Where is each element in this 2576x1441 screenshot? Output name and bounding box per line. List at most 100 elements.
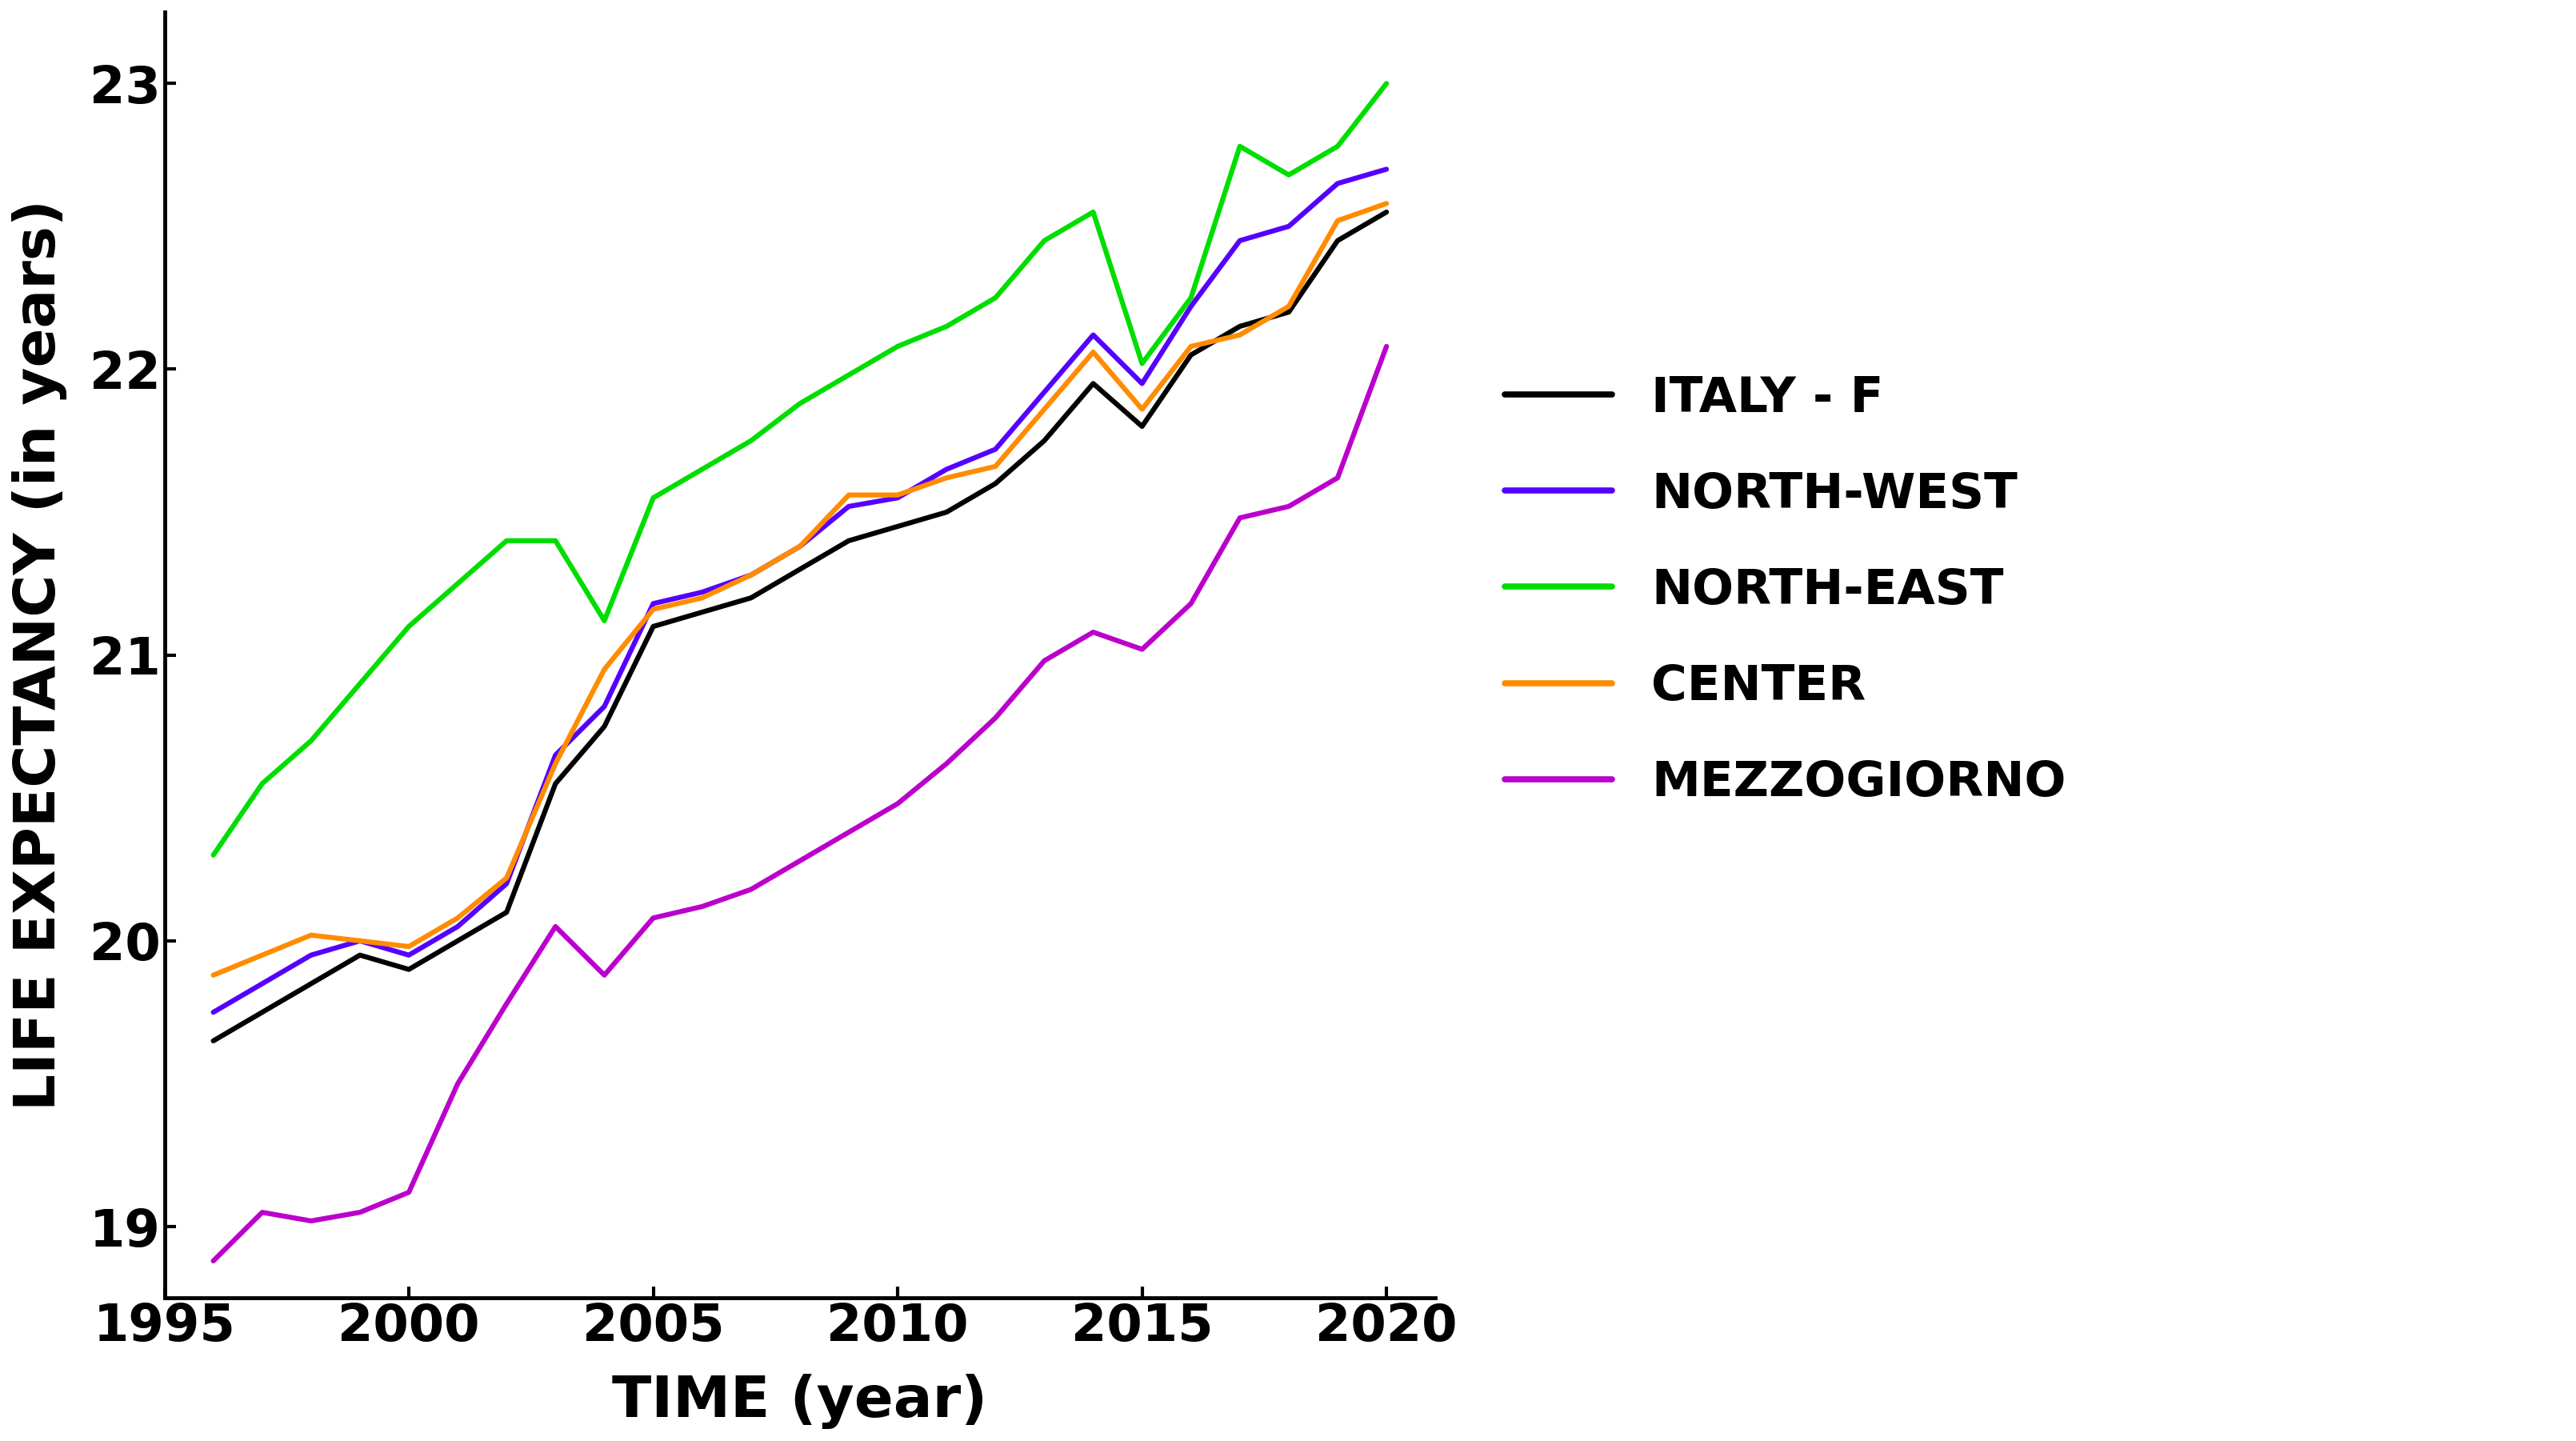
CENTER: [443, 909, 474, 927]
NORTH-EAST: [1028, 232, 1059, 249]
ITALY - F: [1321, 232, 1352, 249]
NORTH-WEST: [296, 947, 327, 964]
CENTER: [881, 487, 912, 504]
MEZZOGIORNO: [1321, 470, 1352, 487]
NORTH-WEST: [443, 918, 474, 935]
Line: MEZZOGIORNO: MEZZOGIORNO: [214, 346, 1386, 1261]
NORTH-EAST: [492, 532, 523, 549]
ITALY - F: [930, 503, 961, 520]
MEZZOGIORNO: [832, 824, 863, 842]
CENTER: [1126, 401, 1157, 418]
NORTH-WEST: [1126, 375, 1157, 392]
NORTH-WEST: [345, 932, 376, 950]
NORTH-EAST: [881, 337, 912, 354]
ITALY - F: [737, 589, 768, 607]
ITALY - F: [590, 718, 621, 735]
Legend: ITALY - F, NORTH-WEST, NORTH-EAST, CENTER, MEZZOGIORNO: ITALY - F, NORTH-WEST, NORTH-EAST, CENTE…: [1486, 356, 2087, 826]
CENTER: [345, 932, 376, 950]
ITALY - F: [492, 904, 523, 921]
NORTH-EAST: [1077, 203, 1108, 220]
ITALY - F: [247, 1003, 278, 1020]
ITALY - F: [394, 961, 425, 978]
MEZZOGIORNO: [345, 1203, 376, 1221]
Line: ITALY - F: ITALY - F: [214, 212, 1386, 1040]
ITALY - F: [639, 618, 670, 635]
NORTH-WEST: [639, 595, 670, 612]
CENTER: [1028, 401, 1059, 418]
NORTH-WEST: [1028, 383, 1059, 401]
MEZZOGIORNO: [639, 909, 670, 927]
NORTH-EAST: [786, 395, 817, 412]
MEZZOGIORNO: [198, 1252, 229, 1270]
CENTER: [737, 566, 768, 584]
NORTH-WEST: [247, 976, 278, 993]
ITALY - F: [786, 561, 817, 578]
NORTH-EAST: [1126, 354, 1157, 372]
CENTER: [247, 947, 278, 964]
NORTH-WEST: [492, 875, 523, 892]
NORTH-EAST: [1175, 290, 1206, 307]
MEZZOGIORNO: [247, 1203, 278, 1221]
ITALY - F: [541, 775, 572, 793]
MEZZOGIORNO: [1175, 595, 1206, 612]
MEZZOGIORNO: [541, 918, 572, 935]
NORTH-WEST: [1321, 174, 1352, 192]
NORTH-WEST: [1370, 160, 1401, 177]
NORTH-WEST: [198, 1003, 229, 1020]
MEZZOGIORNO: [443, 1075, 474, 1092]
MEZZOGIORNO: [1028, 653, 1059, 670]
CENTER: [786, 537, 817, 555]
ITALY - F: [832, 532, 863, 549]
ITALY - F: [1224, 317, 1255, 334]
NORTH-EAST: [979, 290, 1010, 307]
NORTH-EAST: [345, 674, 376, 692]
CENTER: [1370, 195, 1401, 212]
NORTH-WEST: [881, 488, 912, 506]
NORTH-EAST: [688, 461, 719, 478]
NORTH-EAST: [541, 532, 572, 549]
NORTH-EAST: [247, 775, 278, 793]
MEZZOGIORNO: [1370, 337, 1401, 354]
NORTH-EAST: [1224, 138, 1255, 156]
X-axis label: TIME (year): TIME (year): [613, 1373, 987, 1429]
NORTH-WEST: [786, 537, 817, 555]
ITALY - F: [979, 476, 1010, 493]
Line: NORTH-WEST: NORTH-WEST: [214, 169, 1386, 1012]
ITALY - F: [1077, 375, 1108, 392]
CENTER: [979, 458, 1010, 476]
NORTH-EAST: [1370, 75, 1401, 92]
CENTER: [688, 589, 719, 607]
ITALY - F: [1370, 203, 1401, 220]
MEZZOGIORNO: [786, 852, 817, 869]
ITALY - F: [881, 517, 912, 535]
NORTH-WEST: [930, 461, 961, 478]
MEZZOGIORNO: [492, 996, 523, 1013]
CENTER: [492, 869, 523, 886]
NORTH-WEST: [688, 584, 719, 601]
NORTH-EAST: [1321, 138, 1352, 156]
Line: NORTH-EAST: NORTH-EAST: [214, 84, 1386, 855]
ITALY - F: [1175, 346, 1206, 363]
MEZZOGIORNO: [1126, 641, 1157, 659]
NORTH-WEST: [832, 497, 863, 514]
MEZZOGIORNO: [296, 1212, 327, 1229]
NORTH-WEST: [737, 566, 768, 584]
ITALY - F: [1273, 304, 1303, 321]
NORTH-EAST: [930, 317, 961, 334]
CENTER: [1321, 212, 1352, 229]
MEZZOGIORNO: [737, 880, 768, 898]
ITALY - F: [443, 932, 474, 950]
NORTH-EAST: [443, 575, 474, 592]
NORTH-EAST: [296, 732, 327, 749]
NORTH-EAST: [832, 366, 863, 383]
ITALY - F: [198, 1032, 229, 1049]
CENTER: [832, 487, 863, 504]
Y-axis label: LIFE EXPECTANCY (in years): LIFE EXPECTANCY (in years): [13, 199, 67, 1111]
MEZZOGIORNO: [1224, 509, 1255, 526]
NORTH-EAST: [639, 488, 670, 506]
CENTER: [590, 660, 621, 677]
ITALY - F: [1126, 418, 1157, 435]
NORTH-WEST: [1224, 232, 1255, 249]
NORTH-WEST: [979, 441, 1010, 458]
NORTH-WEST: [541, 746, 572, 764]
